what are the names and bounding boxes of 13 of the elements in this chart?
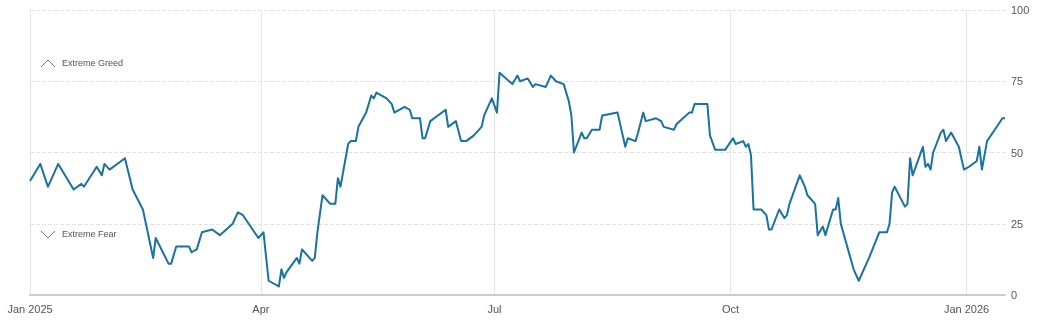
- annotation: Extreme Fear: [62, 229, 117, 239]
- y-tick-label: 75: [1011, 75, 1024, 88]
- x-tick-label: Jan 2026: [943, 302, 990, 315]
- y-tick-label: 0: [1011, 289, 1018, 301]
- x-tick-label: Oct: [721, 302, 740, 315]
- x-tick-label: Apr: [252, 302, 270, 315]
- line-series: [29, 71, 1006, 288]
- x-tick-label: Jan 2025: [7, 302, 53, 315]
- y-tick-label: 100: [1011, 4, 1030, 16]
- y-tick-label: 50: [1011, 146, 1024, 159]
- x-tick-label: Jul: [487, 302, 502, 315]
- y-tick-label: 25: [1011, 217, 1024, 230]
- annotation: Extreme Greed: [62, 58, 124, 68]
